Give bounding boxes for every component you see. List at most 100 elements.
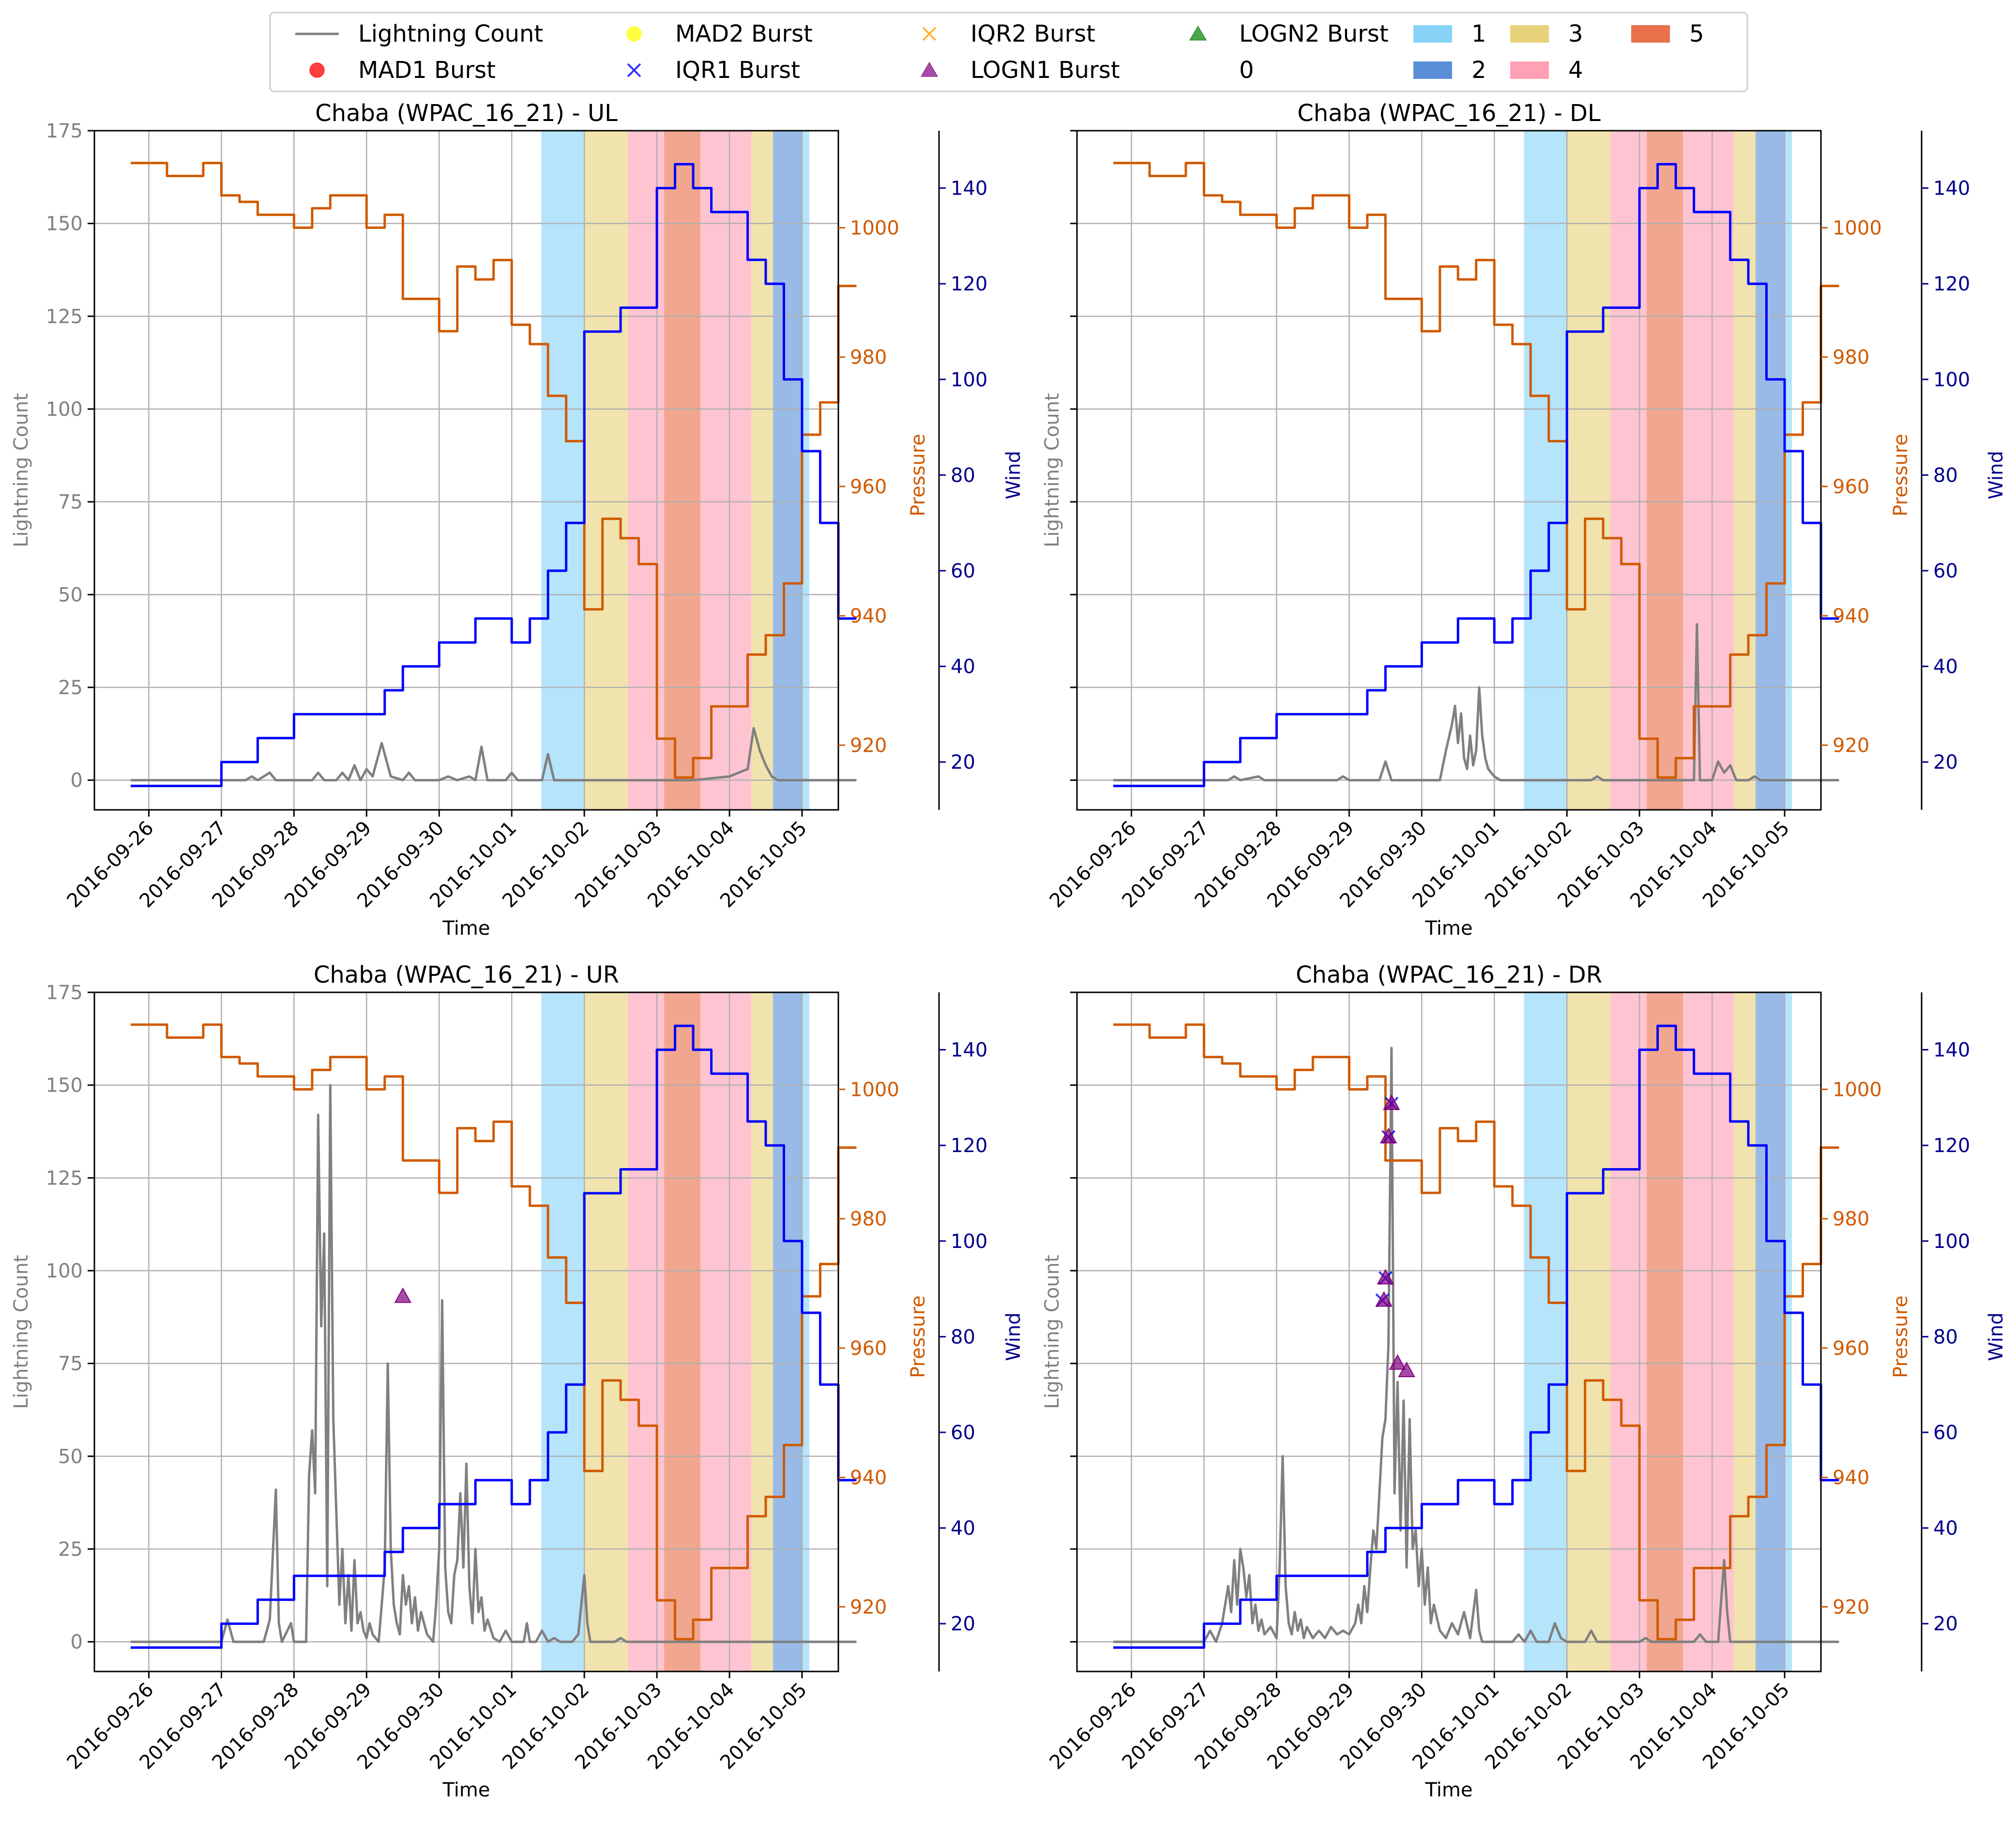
intensity-band-cat-3 xyxy=(751,992,773,1671)
wind-tick-label: 40 xyxy=(951,1518,975,1540)
plot-frame xyxy=(93,991,839,1672)
wind-line xyxy=(131,163,857,788)
pressure-tick-label: 940 xyxy=(1833,1467,1869,1489)
wind-line xyxy=(1113,163,1839,788)
lightning-count-line xyxy=(131,727,857,782)
pressure-tick-label: 920 xyxy=(850,734,887,757)
logn1-burst-marker xyxy=(1383,1094,1400,1110)
pressure-tick-label: 1000 xyxy=(1833,217,1882,239)
intensity-band-cat-5 xyxy=(664,131,701,810)
y-left-tick-label: 0 xyxy=(71,1631,83,1654)
y-left-tick-label: 75 xyxy=(58,1353,83,1375)
pressure-tick-label: 920 xyxy=(1833,734,1869,757)
wind-tick-label: 120 xyxy=(1933,1135,1970,1157)
y-left-tick-label: 150 xyxy=(46,1075,83,1097)
wind-line xyxy=(1113,1024,1839,1649)
wind-axis-label: Wind xyxy=(1985,1312,2007,1361)
y-left-tick-label: 75 xyxy=(58,491,83,514)
y-left-axis-label: Lightning Count xyxy=(10,393,32,547)
wind-tick-label: 20 xyxy=(1933,751,1958,774)
legend-label: MAD1 Burst xyxy=(358,57,496,84)
intensity-band-cat-1 xyxy=(1785,131,1792,810)
intensity-band-cat-5 xyxy=(664,992,701,1671)
wind-tick-label: 60 xyxy=(1933,1422,1958,1444)
wind-tick-label: 80 xyxy=(1933,464,1958,486)
intensity-band-cat-1 xyxy=(1785,992,1792,1671)
wind-tick-label: 100 xyxy=(951,1231,987,1253)
intensity-band-cat-3 xyxy=(1567,131,1611,810)
wind-tick-label: 120 xyxy=(951,273,987,295)
y-left-tick-label: 25 xyxy=(58,1538,83,1561)
intensity-band-cat-2 xyxy=(1756,131,1785,810)
legend-label: 0 xyxy=(1239,57,1254,84)
intensity-band-cat-1 xyxy=(1524,992,1567,1671)
intensity-band-cat-3 xyxy=(1734,992,1756,1671)
pressure-axis-label: Pressure xyxy=(1890,1295,1912,1378)
x-axis-label: Time xyxy=(442,1779,490,1801)
wind-tick-label: 40 xyxy=(951,656,975,678)
legend-entry: LOGN2 Burst xyxy=(1189,20,1389,47)
pressure-axis-label: Pressure xyxy=(907,434,929,517)
legend-color-patch xyxy=(1510,61,1549,79)
y-left-tick-label: 150 xyxy=(46,213,83,235)
legend-label: MAD2 Burst xyxy=(675,20,813,47)
legend-triangle-marker xyxy=(921,62,938,77)
y-left-tick-label: 100 xyxy=(46,398,83,421)
pressure-tick-label: 920 xyxy=(1833,1596,1869,1618)
legend-label: LOGN2 Burst xyxy=(1239,20,1389,47)
legend-x-marker xyxy=(627,63,641,77)
plot-frame xyxy=(1076,130,1822,811)
y-left-axis-label: Lightning Count xyxy=(10,1255,32,1409)
panel-title: Chaba (WPAC_16_21) - DR xyxy=(1296,961,1602,988)
pressure-axis-label: Pressure xyxy=(907,1295,929,1378)
wind-tick-label: 20 xyxy=(1933,1613,1958,1635)
pressure-line xyxy=(131,162,857,779)
y-left-axis-label: Lightning Count xyxy=(1041,393,1063,547)
intensity-band-cat-2 xyxy=(773,131,803,810)
legend-entry: 5 xyxy=(1631,20,1704,47)
pressure-tick-label: 940 xyxy=(850,605,887,627)
legend-label: 5 xyxy=(1689,20,1704,47)
wind-tick-label: 100 xyxy=(1933,369,1970,391)
pressure-tick-label: 960 xyxy=(1833,476,1869,498)
intensity-band-cat-3 xyxy=(584,992,628,1671)
wind-tick-label: 140 xyxy=(951,178,987,200)
y-left-tick-label: 50 xyxy=(58,1445,83,1468)
wind-tick-label: 80 xyxy=(951,1326,975,1348)
intensity-band-cat-4 xyxy=(628,992,665,1671)
y-left-axis-label: Lightning Count xyxy=(1041,1255,1063,1409)
pressure-tick-label: 980 xyxy=(1833,1208,1869,1231)
y-left-tick-label: 0 xyxy=(71,770,83,792)
panel-title: Chaba (WPAC_16_21) - UL xyxy=(315,100,618,127)
legend-label: Lightning Count xyxy=(358,20,543,47)
y-left-tick-label: 100 xyxy=(46,1260,83,1282)
pressure-tick-label: 940 xyxy=(850,1467,887,1489)
logn1-burst-marker xyxy=(1389,1354,1406,1370)
intensity-band-cat-1 xyxy=(802,992,810,1671)
legend-circle-marker xyxy=(309,62,325,78)
wind-tick-label: 140 xyxy=(951,1039,987,1062)
wind-tick-label: 20 xyxy=(951,751,975,774)
legend-entry: MAD1 Burst xyxy=(309,57,496,84)
x-axis-label: Time xyxy=(442,917,490,940)
intensity-band-cat-3 xyxy=(751,131,773,810)
legend-entry: MAD2 Burst xyxy=(626,20,813,47)
pressure-axis-label: Pressure xyxy=(1890,434,1912,517)
y-left-tick-label: 125 xyxy=(46,1167,83,1189)
wind-axis-label: Wind xyxy=(1985,451,2007,500)
wind-tick-label: 80 xyxy=(1933,1326,1958,1348)
intensity-band-cat-3 xyxy=(1734,131,1756,810)
x-axis-label: Time xyxy=(1425,917,1473,940)
y-left-tick-label: 125 xyxy=(46,305,83,328)
pressure-tick-label: 1000 xyxy=(850,217,899,239)
pressure-line xyxy=(131,1023,857,1641)
wind-tick-label: 60 xyxy=(951,560,975,582)
legend-entry: IQR1 Burst xyxy=(627,57,800,84)
intensity-band-cat-3 xyxy=(584,131,628,810)
pressure-line xyxy=(1113,1023,1839,1641)
legend-color-patch xyxy=(1631,25,1670,43)
intensity-band-cat-2 xyxy=(773,992,803,1671)
legend-color-patch xyxy=(1413,61,1452,79)
intensity-band-cat-4 xyxy=(700,992,752,1671)
